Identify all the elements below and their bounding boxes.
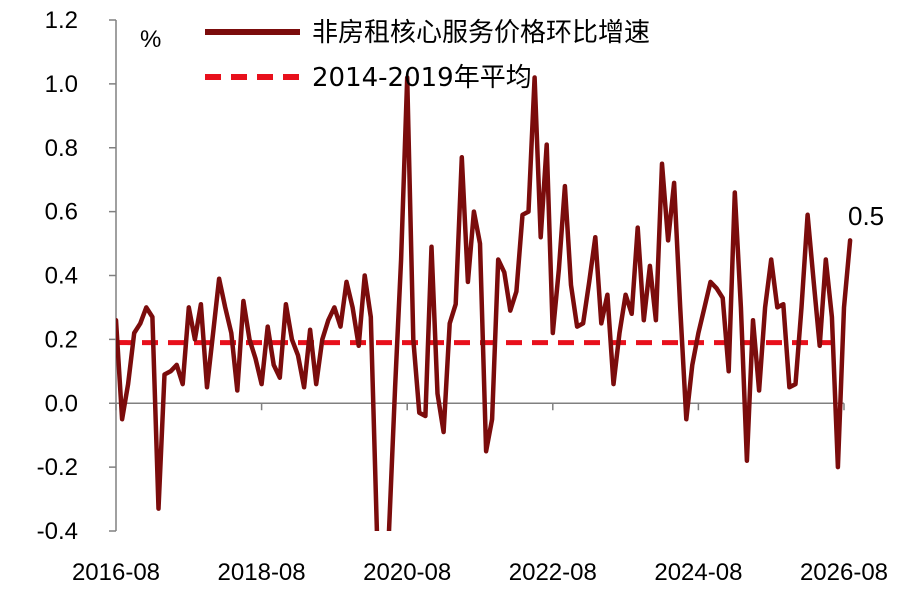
y-unit-label: % [140,26,161,53]
x-tick-label: 2026-08 [800,559,888,586]
x-tick-label: 2018-08 [218,559,306,586]
y-tick-label: 1.2 [45,7,78,34]
y-tick-label: -0.2 [37,454,78,481]
y-tick-label: -0.4 [37,518,78,545]
end-value-label: 0.5 [848,201,884,231]
y-axis: 1.2 1.0 0.8 0.6 0.4 0.2 0.0 -0.2 -0.4 [37,7,117,545]
x-tick-label: 2024-08 [654,559,742,586]
legend-label-average: 2014-2019年平均 [312,63,532,93]
series-line-main [116,75,853,531]
legend-label-main: 非房租核心服务价格环比增速 [312,18,650,48]
x-tick-label: 2020-08 [363,559,451,586]
x-axis: 2016-08 2018-08 2020-08 2022-08 2024-08 2026-… [72,402,888,586]
x-tick-label: 2016-08 [72,559,160,586]
y-tick-label: 1.0 [45,71,78,98]
y-tick-label: 0.0 [45,390,78,417]
y-tick-label: 0.2 [45,326,78,353]
y-tick-label: 0.8 [45,135,78,162]
legend: 非房租核心服务价格环比增速 2014-2019年平均 [205,18,650,93]
y-tick-label: 0.6 [45,199,78,226]
x-tick-label: 2022-08 [509,559,597,586]
series-layer [116,75,853,531]
y-tick-label: 0.4 [45,263,78,290]
